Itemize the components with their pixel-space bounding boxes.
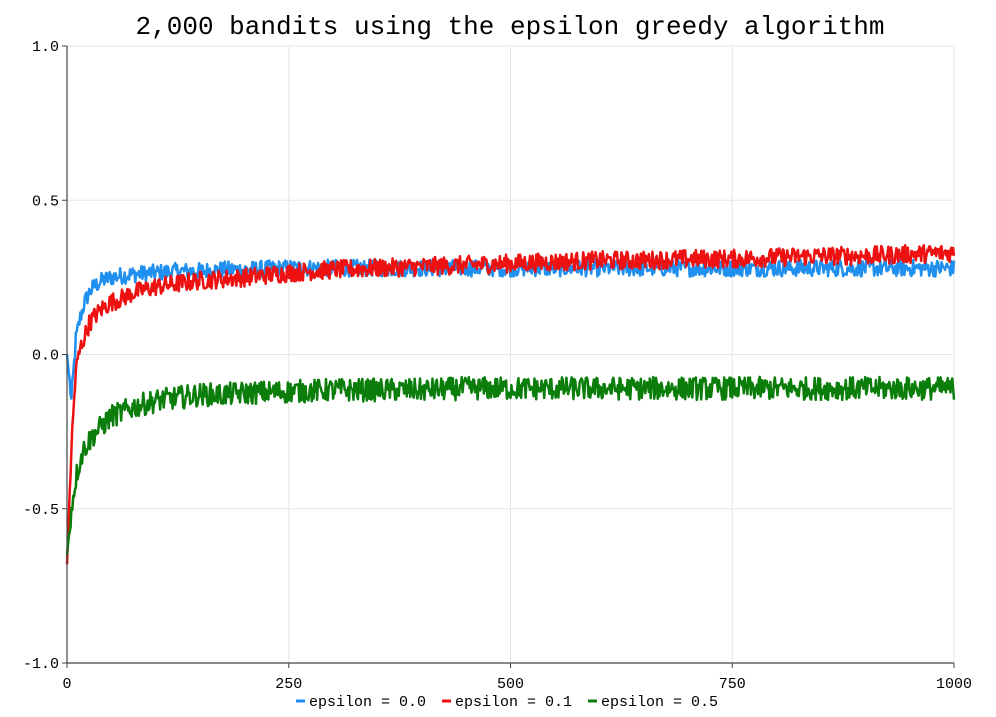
legend-label: epsilon = 0.5 xyxy=(601,694,718,711)
series-line-0 xyxy=(65,258,956,400)
y-tick-label: -1.0 xyxy=(23,656,59,673)
series-layer xyxy=(65,243,956,565)
x-tick-label: 1000 xyxy=(936,676,972,693)
x-tick-label: 750 xyxy=(719,676,746,693)
x-tick-label: 0 xyxy=(62,676,71,693)
x-tick-label: 250 xyxy=(275,676,302,693)
series-line-1 xyxy=(65,243,956,565)
x-tick-label: 500 xyxy=(497,676,524,693)
series-line-2 xyxy=(65,375,956,556)
y-tick-label: -0.5 xyxy=(23,502,59,519)
legend: epsilon = 0.0 epsilon = 0.1 epsilon = 0.5 xyxy=(296,694,718,711)
y-tick-label: 0.0 xyxy=(32,348,59,365)
legend-label: epsilon = 0.1 xyxy=(455,694,572,711)
legend-label: epsilon = 0.0 xyxy=(309,694,426,711)
y-tick-label: 1.0 xyxy=(32,39,59,56)
grid xyxy=(66,45,955,664)
tick-labels: 1.0 0.5 0.0 -0.5 -1.00 250 500 750 1000 xyxy=(23,39,972,693)
axes xyxy=(62,45,955,668)
chart-title: 2,000 bandits using the epsilon greedy a… xyxy=(136,12,885,42)
y-tick-label: 0.5 xyxy=(32,193,59,210)
